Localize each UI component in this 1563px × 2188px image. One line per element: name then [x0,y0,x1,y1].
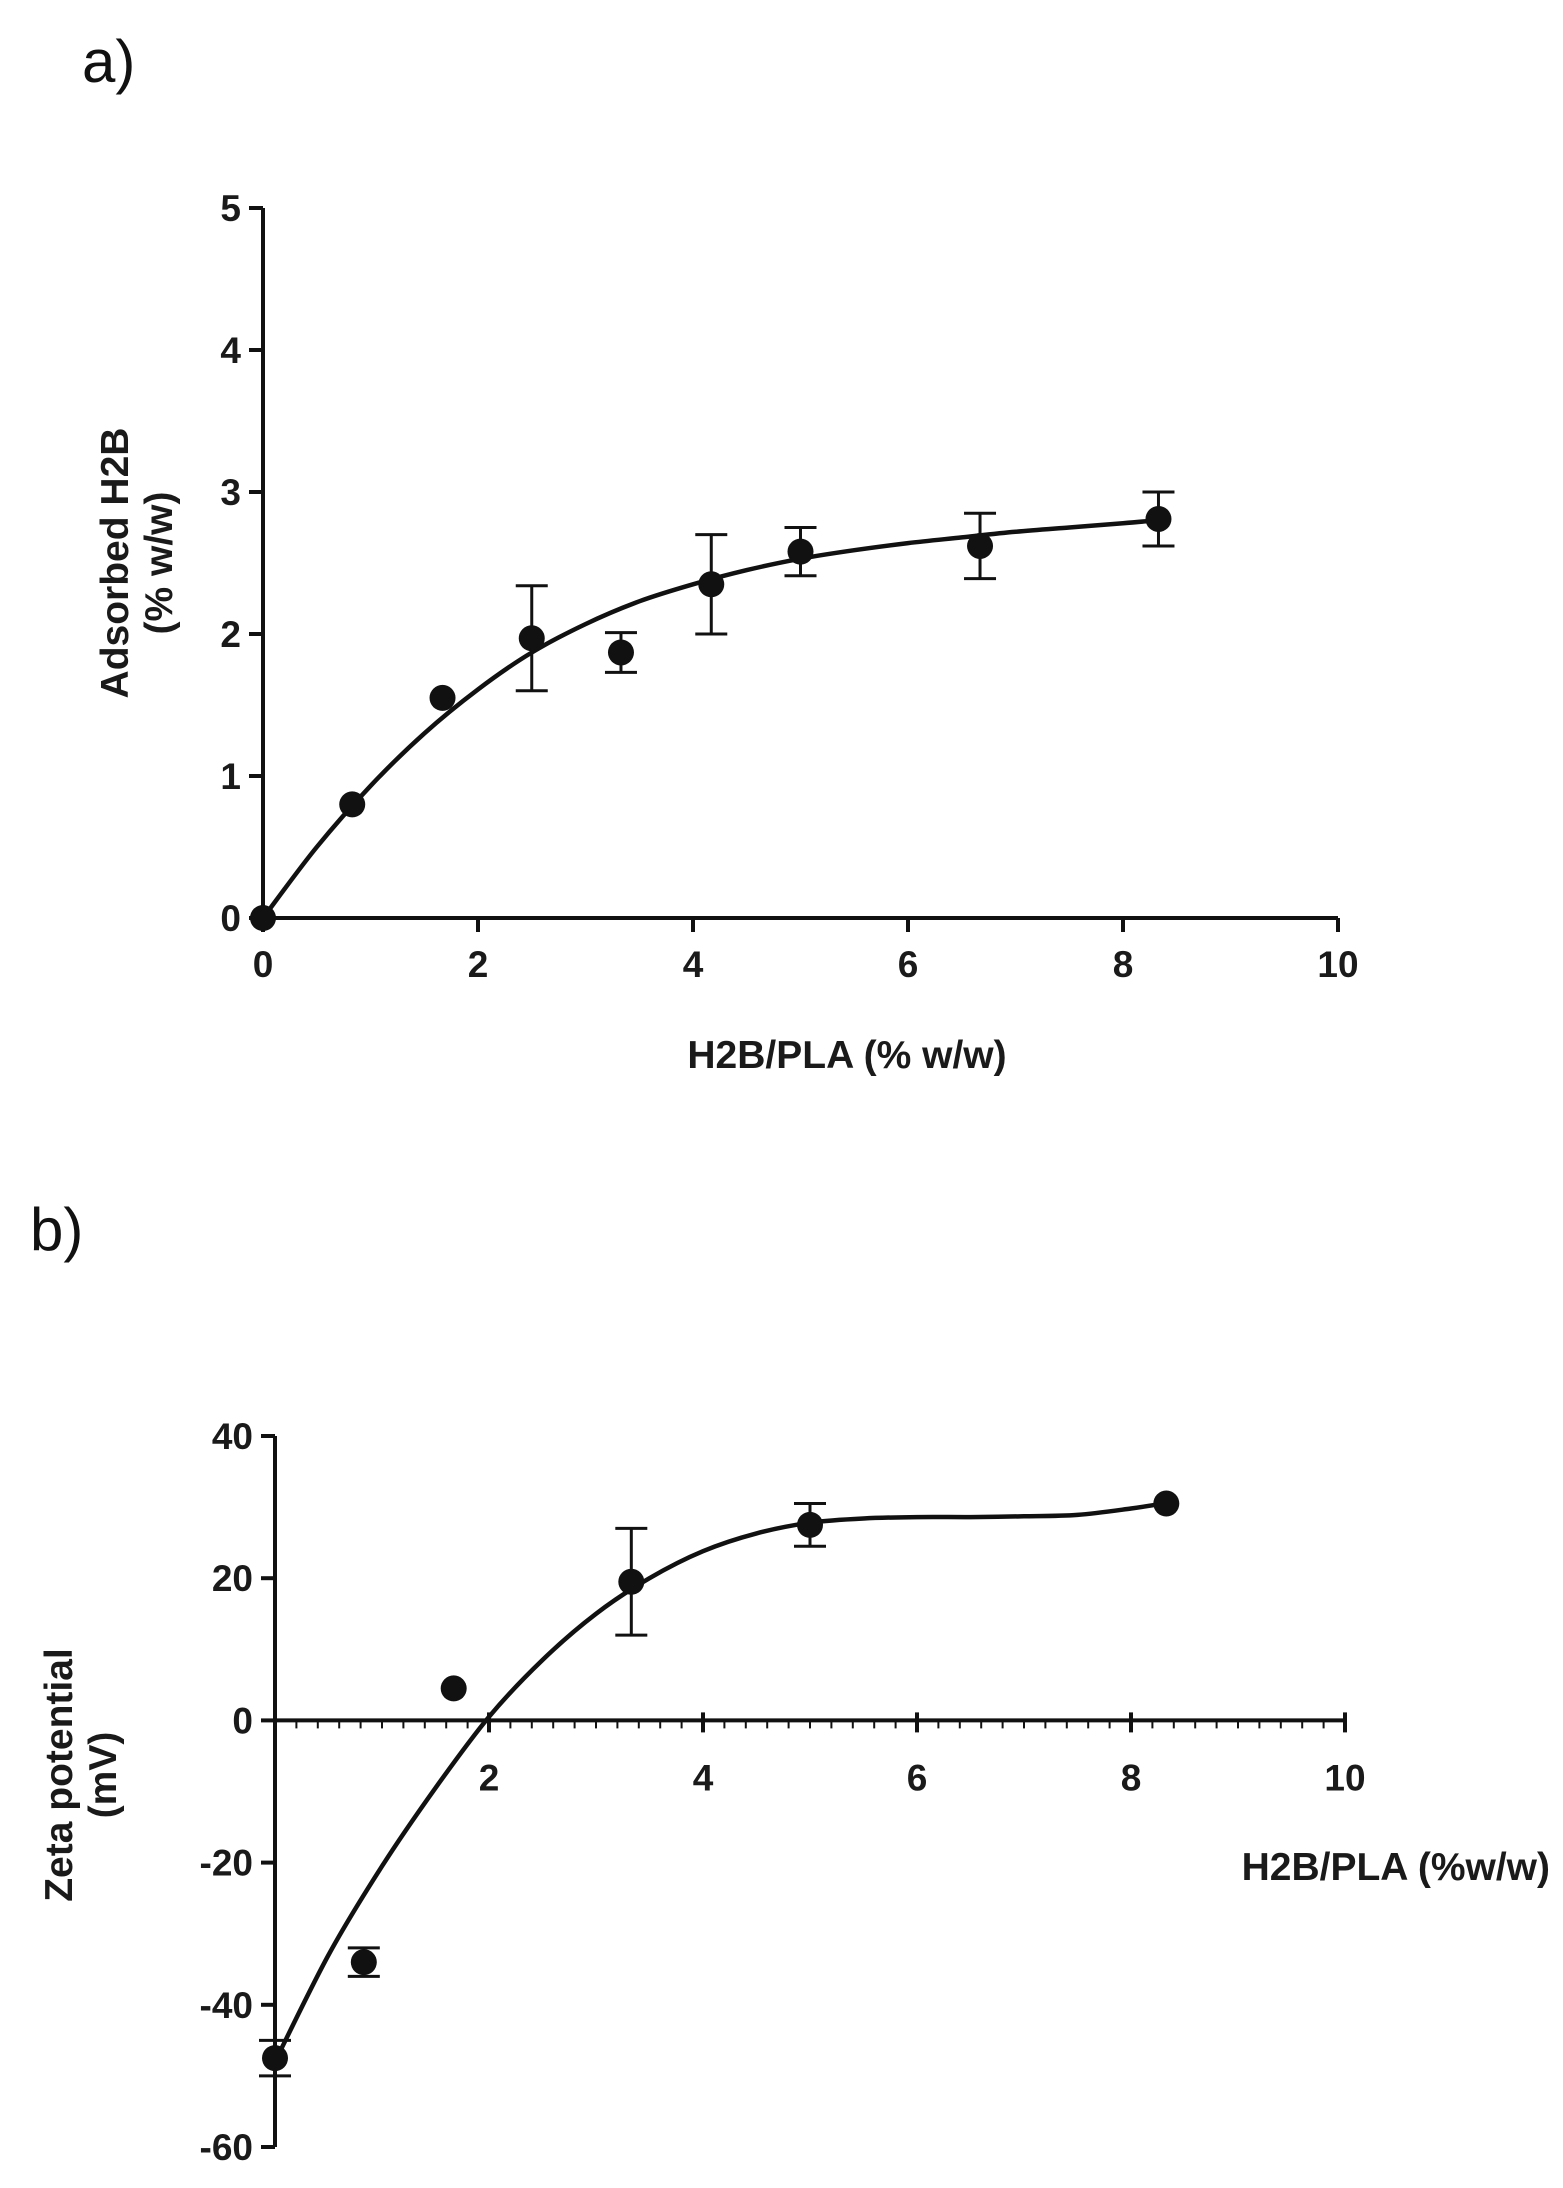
y-axis-title: Zeta potential(mV) [38,1648,125,1902]
y-tick-label: 40 [212,1416,253,1457]
panel-label: b) [30,1196,83,1263]
y-axis-title-line: (% w/w) [138,492,181,635]
panel-a: a) 0 1 2 3 4 5 0 2 4 6 8 10 H2B/PLA (% w/w) Adsorbed H… [82,28,1359,1077]
x-tick-label: 6 [907,1757,928,1798]
data-point [429,684,456,711]
data-point [262,2045,288,2072]
y-tick-label: 1 [220,756,241,797]
y-tick-label: -20 [200,1843,253,1884]
y-axis-title: Adsorbed H2B(% w/w) [94,428,181,699]
data-point [967,532,994,559]
data-point [350,1949,377,1976]
y-tick-label: 0 [232,1700,253,1741]
y-tick-label: 2 [220,614,241,655]
data-point [1153,1490,1180,1517]
x-tick-label: 8 [1121,1757,1142,1798]
y-axis-title-line: (mV) [82,1732,125,1819]
x-tick-label: 2 [468,944,489,985]
x-tick-label: 4 [683,944,704,985]
y-tick-label: 4 [220,330,241,371]
y-tick-label: 5 [220,188,241,229]
y-tick-label: -40 [200,1985,253,2026]
data-point [698,571,725,598]
x-tick-label: 10 [1317,944,1358,985]
y-tick-label: 20 [212,1558,253,1599]
y-tick-label: 0 [220,898,241,939]
data-point [618,1568,645,1595]
y-axis-title-line: Zeta potential [38,1648,81,1902]
x-tick-label: 8 [1113,944,1134,985]
data-point [250,905,276,931]
x-tick-label: 4 [693,1757,714,1798]
y-axis-title-line: Adsorbed H2B [94,428,137,699]
fit-curve [261,518,1156,920]
data-point [339,791,366,818]
x-tick-label: 0 [253,944,274,985]
data-point [1145,505,1172,532]
data-point [440,1675,467,1702]
data-point [518,625,545,652]
data-point [797,1511,823,1538]
panel-label: a) [82,28,135,95]
data-point [607,639,634,666]
x-tick-label: 6 [898,944,919,985]
fit-curve [272,1501,1164,2063]
x-axis-title: H2B/PLA (% w/w) [687,1034,1006,1077]
y-tick-label: -60 [200,2127,253,2168]
data-point [787,538,814,565]
panel-b: b) -60 -40 -20 0 20 40 2 4 6 8 10 H2B/PLA (%w/w) Zeta… [30,1196,1550,2168]
x-axis-title: H2B/PLA (%w/w) [1242,1846,1550,1889]
x-tick-label: 10 [1324,1757,1365,1798]
y-tick-label: 3 [220,472,241,513]
x-tick-label: 2 [479,1757,500,1798]
